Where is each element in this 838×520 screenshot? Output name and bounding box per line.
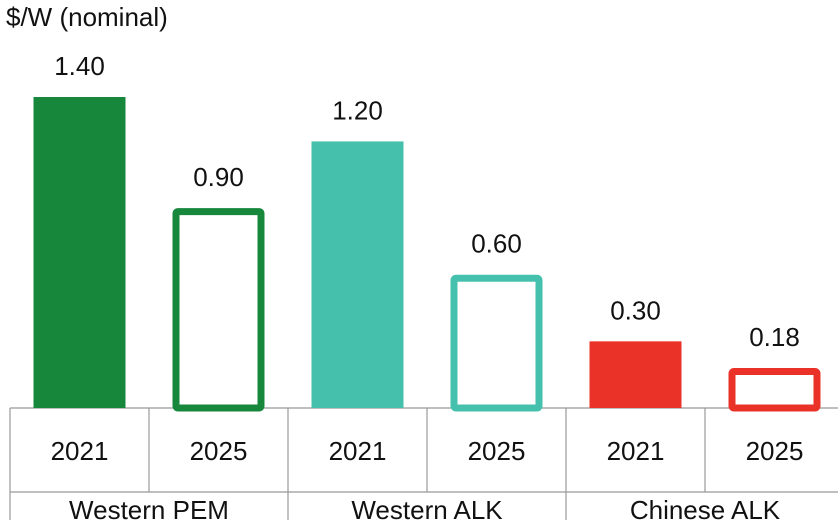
year-tick-label: 2025 bbox=[190, 436, 248, 466]
year-tick-label: 2021 bbox=[329, 436, 387, 466]
data-label: 1.40 bbox=[54, 51, 105, 81]
year-tick-label: 2025 bbox=[746, 436, 804, 466]
data-label: 0.90 bbox=[193, 162, 244, 192]
bar-western-pem-2021 bbox=[33, 97, 126, 408]
group-label: Western ALK bbox=[351, 495, 503, 520]
year-tick-label: 2021 bbox=[607, 436, 665, 466]
data-label: 0.60 bbox=[471, 229, 522, 259]
bar-western-pem-2025 bbox=[172, 208, 265, 412]
group-label: Chinese ALK bbox=[630, 495, 781, 520]
bar-western-alk-2025 bbox=[450, 274, 543, 412]
data-label: 0.18 bbox=[749, 322, 800, 352]
year-tick-label: 2021 bbox=[51, 436, 109, 466]
year-tick-label: 2025 bbox=[468, 436, 526, 466]
group-label: Western PEM bbox=[69, 495, 229, 520]
data-label: 1.20 bbox=[332, 95, 383, 125]
bar-chinese-alk-2025 bbox=[728, 368, 821, 412]
data-label: 0.30 bbox=[610, 295, 661, 325]
bar-western-alk-2021 bbox=[311, 141, 404, 408]
bar-chinese-alk-2021 bbox=[589, 341, 682, 408]
y-axis-unit-label: $/W (nominal) bbox=[6, 2, 168, 32]
